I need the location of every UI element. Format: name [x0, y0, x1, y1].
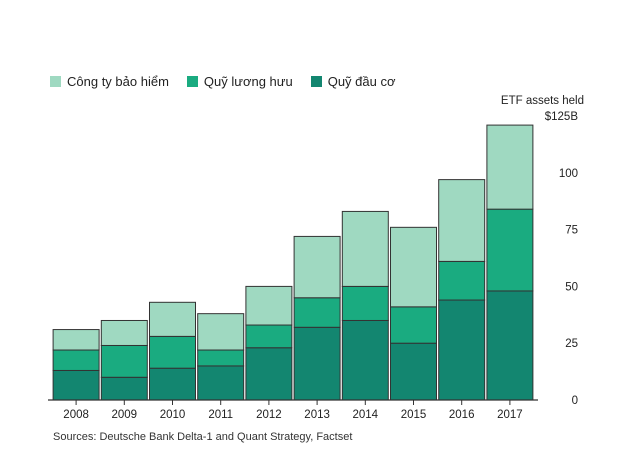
bar-2012-series-2	[245, 285, 293, 326]
source-note: Sources: Deutsche Bank Delta-1 and Quant…	[53, 431, 353, 443]
legend-swatch-pension	[186, 76, 198, 87]
bar-2011-series-1	[197, 349, 245, 367]
bar-2015-series-0	[390, 342, 437, 401]
legend-label-insurance: Công ty bảo hiểm	[67, 74, 169, 89]
bar-2009-series-0	[100, 376, 148, 401]
legend-item-hedge: Quỹ đầu cơ	[310, 74, 396, 89]
x-tick-label-2017: 2017	[497, 409, 523, 421]
bar-2010-series-0	[149, 367, 196, 401]
x-tick-label-2012: 2012	[256, 409, 282, 421]
bar-2008-series-0	[52, 369, 100, 401]
bar-2008-series-1	[52, 349, 100, 371]
bar-2010-series-2	[149, 301, 196, 337]
bar-2013-series-0	[293, 326, 341, 401]
x-tick-label-2009: 2009	[112, 409, 138, 421]
bar-2012-series-0	[245, 347, 293, 401]
bar-2015-series-2	[390, 226, 437, 308]
bar-2013-series-1	[293, 297, 341, 328]
bar-2011-series-0	[197, 365, 245, 401]
x-tick-label-2014: 2014	[353, 409, 379, 421]
bar-2017-series-1	[486, 208, 534, 292]
bar-2014-series-0	[341, 319, 389, 401]
bar-2009-series-1	[100, 344, 148, 378]
x-tick-label-2008: 2008	[63, 409, 89, 421]
bar-2012-series-1	[245, 324, 293, 349]
bar-2016-series-2	[438, 179, 486, 262]
bar-2011-series-2	[197, 313, 245, 351]
bar-2014-series-1	[341, 285, 389, 321]
bar-2017-series-0	[486, 290, 534, 401]
bar-2010-series-1	[149, 335, 196, 369]
legend-item-pension: Quỹ lương hưu	[186, 74, 293, 89]
y-tick-label-0: 0	[572, 395, 578, 407]
legend-label-hedge: Quỹ đầu cơ	[327, 74, 396, 89]
y-tick-label-125: $125B	[545, 111, 579, 123]
y-axis-title: ETF assets held	[500, 95, 584, 107]
legend-swatch-insurance	[50, 76, 61, 87]
y-tick-label-75: 75	[565, 225, 578, 237]
bar-2009-series-2	[100, 319, 148, 346]
y-tick-label-100: 100	[559, 168, 578, 180]
legend-swatch-hedge	[310, 76, 322, 87]
y-tick-label-25: 25	[565, 338, 578, 350]
bar-2016-series-1	[438, 260, 486, 301]
x-tick-label-2013: 2013	[304, 409, 330, 421]
bar-2016-series-0	[438, 299, 486, 401]
bar-2015-series-1	[390, 306, 437, 344]
x-tick-label-2011: 2011	[208, 409, 233, 421]
x-tick-label-2015: 2015	[401, 409, 427, 421]
y-tick-label-50: 50	[565, 281, 578, 293]
bar-2014-series-2	[341, 210, 389, 287]
bar-2013-series-2	[293, 235, 341, 299]
x-tick-label-2016: 2016	[449, 409, 475, 421]
legend-item-insurance: Công ty bảo hiểm	[50, 74, 169, 89]
bar-2008-series-2	[52, 329, 100, 351]
bar-2017-series-2	[486, 124, 534, 210]
x-tick-label-2010: 2010	[160, 409, 186, 421]
legend-label-pension: Quỹ lương hưu	[203, 74, 293, 89]
legend: Công ty bảo hiểm Quỹ lương hưu Quỹ đầu c…	[50, 74, 396, 89]
